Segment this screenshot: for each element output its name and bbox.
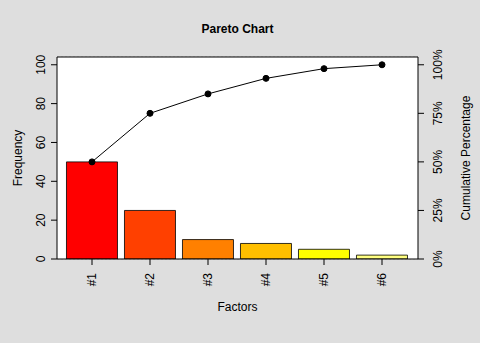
html-text:Frequency: Frequency <box>11 129 25 187</box>
html-text:Cumulative Percentage: Cumulative Percentage <box>459 95 473 221</box>
svg-text:100: 100 <box>34 54 48 74</box>
svg-text:#6: #6 <box>375 273 389 287</box>
html-text:Pareto Chart: Pareto Chart <box>201 22 274 36</box>
svg-text:40: 40 <box>34 174 48 188</box>
svg-text:80: 80 <box>34 97 48 111</box>
svg-text:60: 60 <box>34 135 48 149</box>
svg-text:100%: 100% <box>431 49 445 80</box>
svg-text:#4: #4 <box>259 273 273 287</box>
svg-text:#3: #3 <box>201 273 215 287</box>
svg-text:0%: 0% <box>431 250 445 268</box>
svg-text:#5: #5 <box>317 273 331 287</box>
svg-text:25%: 25% <box>431 198 445 222</box>
svg-text:50%: 50% <box>431 150 445 174</box>
svg-text:0: 0 <box>34 255 48 262</box>
svg-text:#2: #2 <box>143 273 157 287</box>
svg-text:#1: #1 <box>85 273 99 287</box>
html-text:Factors: Factors <box>217 300 258 314</box>
svg-text:75%: 75% <box>431 101 445 125</box>
svg-text:20: 20 <box>34 213 48 227</box>
